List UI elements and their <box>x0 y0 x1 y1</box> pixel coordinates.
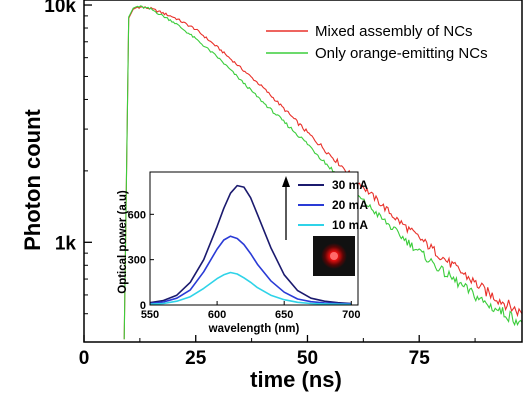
inset-series-group <box>149 184 352 306</box>
inset-legend-label-20ma: 20 mA <box>332 198 368 212</box>
inset-x-tick-label: 650 <box>275 309 293 321</box>
main-x-ticks: 0 25 50 75 <box>79 335 476 369</box>
main-x-axis-title: time (ns) <box>250 367 342 392</box>
legend-label-orange: Only orange-emitting NCs <box>315 45 488 62</box>
inset-x-tick-label: 550 <box>141 309 159 321</box>
inset-series-line-10ma <box>149 271 352 306</box>
x-tick-label: 50 <box>297 348 318 369</box>
inset-legend: 30 mA 20 mA 10 mA <box>298 178 368 232</box>
inset-plot-frame <box>149 171 359 306</box>
main-y-axis-title: Photon count <box>20 108 45 250</box>
series-line-orange <box>123 5 523 340</box>
series-line-mixed <box>123 6 523 340</box>
inset-x-axis-title: wavelength (nm) <box>208 323 300 335</box>
inset-y-tick-label: 600 <box>128 209 146 221</box>
legend-label-mixed: Mixed assembly of NCs <box>315 23 473 40</box>
inset-chart: 550 600 650 700 0 300 600 wavelength (nm) Opt… <box>117 171 368 335</box>
inset-y-tick-label: 0 <box>140 300 146 312</box>
inset-series-line-30ma <box>149 184 352 305</box>
inset-legend-label-30ma: 30 mA <box>332 178 368 192</box>
y-tick-label: 1k <box>55 233 77 254</box>
main-y-ticks: 1k 10k <box>44 0 92 315</box>
inset-series-line-20ma <box>149 235 352 305</box>
inset-y-ticks: 0 300 600 <box>128 209 154 312</box>
led-core <box>330 252 338 260</box>
inset-x-tick-label: 600 <box>208 309 226 321</box>
x-tick-label: 25 <box>185 348 207 369</box>
arrow-head-icon <box>282 176 290 187</box>
y-tick-label: 10k <box>44 0 76 17</box>
inset-x-ticks: 550 600 650 700 <box>141 301 360 321</box>
main-legend: Mixed assembly of NCs Only orange-emitti… <box>266 23 488 62</box>
x-tick-label: 75 <box>409 348 431 369</box>
inset-y-tick-label: 300 <box>128 255 146 267</box>
inset-x-tick-label: 700 <box>342 309 360 321</box>
main-plot-area: 0 25 50 75 1k 10k time (ns) Photon count Mix… <box>20 0 523 392</box>
inset-y-axis-title: Optical power (a.u) <box>117 190 129 294</box>
x-tick-label: 0 <box>79 348 90 369</box>
led-photo <box>313 236 355 276</box>
inset-legend-label-10ma: 10 mA <box>332 218 368 232</box>
main-series-group <box>123 5 523 340</box>
